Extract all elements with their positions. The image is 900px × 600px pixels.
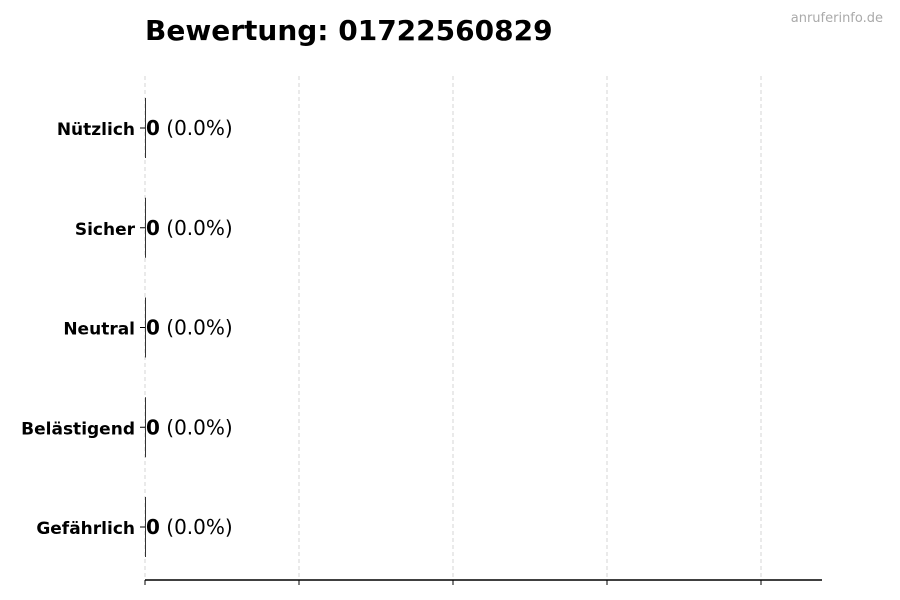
data-label: 0 (0.0%) <box>146 316 233 340</box>
bar <box>145 497 146 557</box>
bar <box>145 397 146 458</box>
y-tick-label: Nützlich <box>57 120 135 140</box>
data-label: 0 (0.0%) <box>146 415 233 439</box>
chart-title: Bewertung: 01722560829 <box>145 14 553 47</box>
data-label: 0 (0.0%) <box>146 515 233 539</box>
watermark: anruferinfo.de <box>791 11 883 26</box>
y-tick-label: Neutral <box>63 320 135 340</box>
bar <box>145 98 146 158</box>
y-tick-label: Belästigend <box>21 419 135 439</box>
bar <box>145 197 146 258</box>
y-tick-label: Sicher <box>75 220 136 240</box>
y-tick-label: Gefährlich <box>36 519 135 539</box>
data-label: 0 (0.0%) <box>146 116 233 140</box>
data-label: 0 (0.0%) <box>146 216 233 240</box>
bar <box>145 297 146 358</box>
